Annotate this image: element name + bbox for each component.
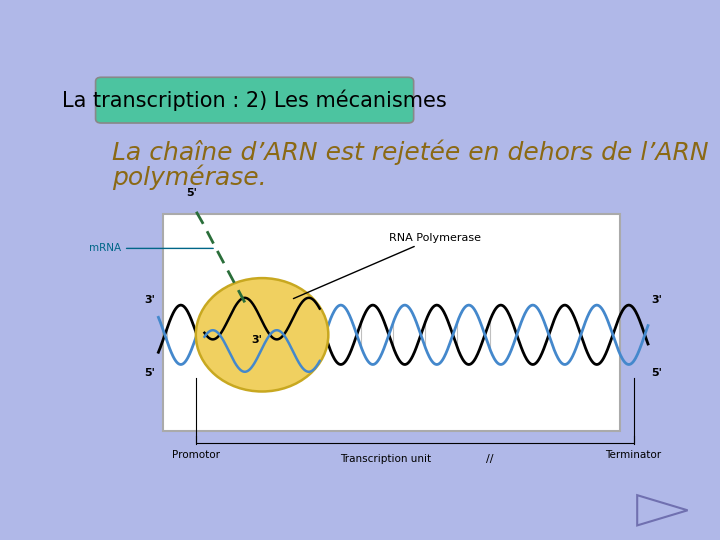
FancyBboxPatch shape (96, 77, 414, 123)
Text: La chaîne d’ARN est rejetée en dehors de l’ARN: La chaîne d’ARN est rejetée en dehors de… (112, 139, 709, 165)
Ellipse shape (196, 278, 328, 392)
Text: Promotor: Promotor (172, 450, 220, 460)
Text: La transcription : 2) Les mécanismes: La transcription : 2) Les mécanismes (62, 90, 447, 111)
Bar (163, 214, 620, 431)
Text: polymérase.: polymérase. (112, 164, 267, 190)
Text: Terminator: Terminator (606, 450, 662, 460)
Text: 5': 5' (651, 368, 662, 377)
Text: 3': 3' (251, 335, 262, 345)
Text: //: // (486, 454, 493, 464)
Text: 3': 3' (145, 295, 156, 305)
Text: Transcription unit: Transcription unit (341, 454, 431, 464)
Text: 5': 5' (145, 368, 156, 377)
Text: 3': 3' (651, 295, 662, 305)
Text: mRNA: mRNA (89, 244, 213, 253)
Text: 5': 5' (186, 188, 197, 198)
Polygon shape (637, 495, 688, 525)
Text: RNA Polymerase: RNA Polymerase (294, 233, 481, 299)
